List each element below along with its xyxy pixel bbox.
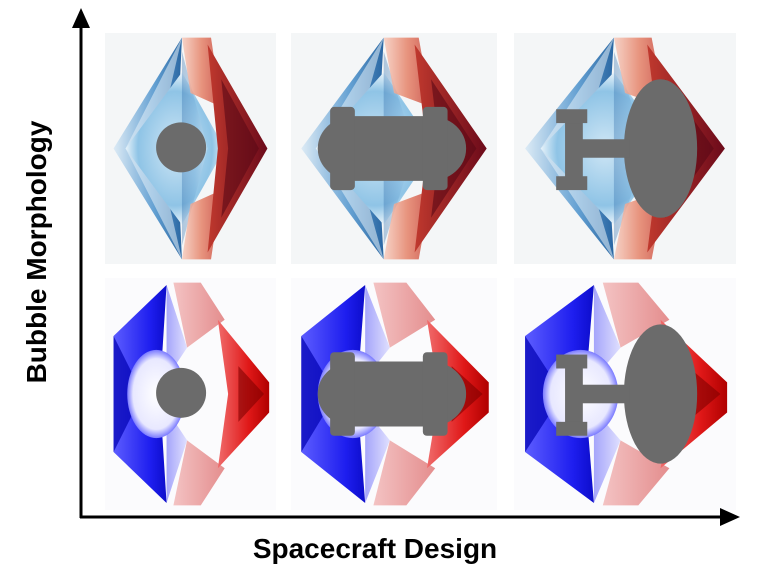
spacecraft-capsule-fin-right <box>422 352 448 436</box>
spacecraft-nacelle-upper <box>556 109 588 124</box>
spacecraft-engineering-hull <box>565 113 583 186</box>
pink-lobe-upper <box>373 282 436 348</box>
x-axis-label: Spacecraft Design <box>253 533 497 564</box>
panel-grid <box>105 33 736 510</box>
spacecraft-capsule-fin-right <box>422 106 448 191</box>
y-axis-label: Bubble Morphology <box>21 120 52 383</box>
spacecraft-capsule-fin-left <box>330 352 355 436</box>
spacecraft-nacelle-lower <box>556 421 588 436</box>
spacecraft-neck <box>580 139 630 158</box>
blue-fade <box>352 284 390 504</box>
panel-r2-c3 <box>514 278 736 510</box>
spacecraft-circle <box>156 122 207 173</box>
spacecraft-neck <box>580 384 630 404</box>
pink-lobe-upper <box>602 282 670 348</box>
panel-r1-c2 <box>291 33 497 264</box>
y-axis-arrowhead <box>72 8 90 28</box>
pink-lobe-upper <box>173 282 225 348</box>
spacecraft-engineering-hull <box>565 359 583 432</box>
spacecraft-saucer <box>623 79 698 218</box>
spacecraft-nacelle-lower <box>556 176 588 191</box>
spacecraft-capsule-fin-left <box>330 106 355 191</box>
blue-fade <box>580 284 621 504</box>
pink-lobe-lower <box>602 440 670 506</box>
pink-lobe-lower <box>173 440 225 506</box>
red-core <box>238 366 265 422</box>
spacecraft-circle <box>156 367 207 418</box>
spacecraft-nacelle-upper <box>556 354 588 369</box>
panel-r1-c1 <box>105 33 276 264</box>
panel-r1-c3 <box>514 33 736 264</box>
spacecraft-saucer <box>623 324 698 464</box>
x-axis-arrowhead <box>720 508 740 526</box>
panel-r2-c1 <box>105 278 276 510</box>
pink-lobe-lower <box>373 440 436 506</box>
panel-r2-c2 <box>291 278 497 510</box>
blue-fade <box>156 284 188 504</box>
dark-red-core <box>221 79 259 218</box>
axes <box>72 8 740 526</box>
